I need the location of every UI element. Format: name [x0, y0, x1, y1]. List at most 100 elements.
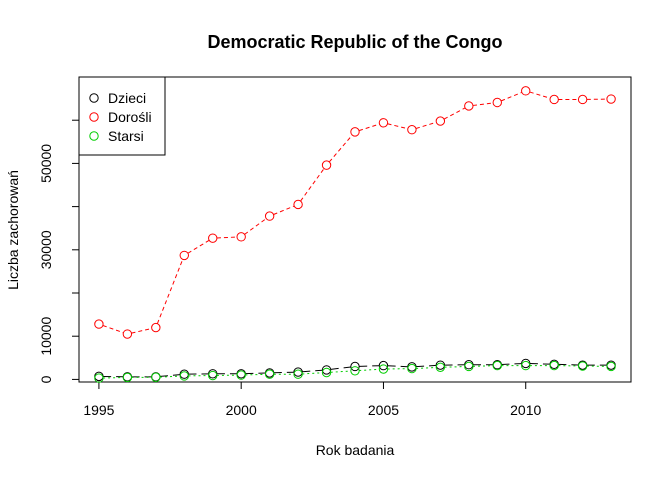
data-point: [264, 211, 275, 221]
series-line-segment: [302, 369, 323, 373]
data-point: [151, 372, 161, 382]
x-axis-label: Rok badania: [316, 442, 395, 458]
series-line-segment: [330, 366, 351, 370]
series-line-segment: [273, 371, 294, 374]
data-point: [293, 367, 303, 377]
series-line-segment: [444, 366, 465, 368]
data-point: [407, 363, 417, 374]
data-point: [293, 369, 303, 379]
data-point: [179, 371, 189, 381]
series-line-segment: [131, 328, 152, 334]
data-point: [549, 360, 559, 371]
series-line-segment: [330, 370, 351, 373]
data-point: [151, 322, 161, 333]
y-axis: 0 10000 30000 50000: [38, 119, 80, 383]
data-point: [378, 364, 389, 374]
data-point: [321, 160, 332, 170]
data-point: [208, 370, 218, 381]
series-layer: [94, 86, 616, 383]
series-line-segment: [300, 168, 325, 202]
series-line-segment: [245, 373, 266, 376]
series-line-segment: [501, 363, 522, 366]
series-line-segment: [416, 364, 437, 368]
data-point: [492, 97, 502, 108]
series-line-segment: [443, 107, 466, 120]
data-point: [464, 101, 474, 111]
series-line-segment: [472, 102, 494, 106]
series-2: [94, 360, 616, 383]
data-point: [378, 118, 389, 128]
data-point: [521, 358, 531, 369]
data-point: [407, 125, 417, 135]
x-tick-label: 2000: [226, 402, 257, 418]
data-point: [606, 361, 616, 372]
y-tick-label: 30000: [38, 230, 54, 269]
series-line-segment: [529, 363, 550, 365]
series-line-segment: [102, 325, 124, 334]
series-1: [94, 86, 616, 339]
data-point: [492, 360, 502, 371]
data-point: [321, 367, 332, 378]
series-line-segment: [500, 91, 523, 102]
x-tick-label: 1995: [83, 402, 114, 418]
series-line-segment: [359, 368, 380, 372]
data-point: [350, 366, 360, 376]
series-line-segment: [415, 121, 437, 129]
y-tick-label: 10000: [38, 317, 54, 356]
series-line-segment: [159, 374, 181, 377]
series-line-segment: [472, 365, 494, 367]
series-line-segment: [244, 218, 267, 235]
series-line-segment: [302, 372, 323, 375]
series-line-segment: [159, 375, 181, 378]
series-line-segment: [216, 236, 238, 239]
data-point: [321, 365, 332, 375]
x-tick-label: 2010: [510, 402, 541, 418]
legend-box: [78, 76, 166, 156]
data-point: [378, 360, 389, 371]
y-axis-label: Liczba zachorowań: [5, 170, 21, 290]
data-point: [208, 233, 218, 243]
series-line-segment: [416, 367, 437, 369]
data-point: [464, 361, 474, 372]
data-point: [236, 232, 246, 242]
data-point: [293, 199, 303, 210]
data-point: [435, 360, 446, 370]
legend-entry: Dzieci: [108, 90, 146, 106]
series-line-segment: [558, 363, 579, 366]
legend-marker: [89, 131, 99, 141]
data-point: [264, 369, 275, 379]
x-tick-label: 2005: [368, 402, 399, 418]
series-line-segment: [328, 134, 353, 163]
data-point: [606, 94, 616, 104]
data-point: [179, 250, 189, 261]
y-tick-label: 0: [38, 375, 54, 383]
series-line-segment: [387, 123, 408, 130]
series-line-segment: [359, 365, 380, 367]
series-0: [94, 358, 616, 382]
x-axis: 1995 2000 2005 2010: [83, 381, 542, 418]
data-point: [435, 116, 446, 126]
data-point: [521, 86, 531, 96]
data-point: [435, 362, 446, 373]
data-point: [549, 94, 559, 105]
data-point: [94, 373, 104, 383]
data-point: [521, 360, 531, 371]
series-line-segment: [187, 239, 210, 254]
data-point: [350, 361, 360, 372]
legend-marker: [89, 112, 99, 122]
legend-entry: Starsi: [108, 128, 144, 144]
data-point: [94, 319, 104, 329]
data-point: [122, 372, 133, 383]
legend-marker: [89, 93, 99, 103]
data-point: [236, 370, 246, 380]
data-point: [577, 94, 588, 105]
data-point: [577, 361, 588, 371]
series-line-segment: [156, 259, 184, 324]
series-line-segment: [387, 365, 408, 368]
data-point: [350, 127, 360, 137]
legend: Dzieci Dorośli Starsi: [78, 76, 166, 156]
series-line-segment: [245, 372, 266, 375]
chart-title: Democratic Republic of the Congo: [207, 32, 502, 52]
y-tick-label: 50000: [38, 144, 54, 183]
